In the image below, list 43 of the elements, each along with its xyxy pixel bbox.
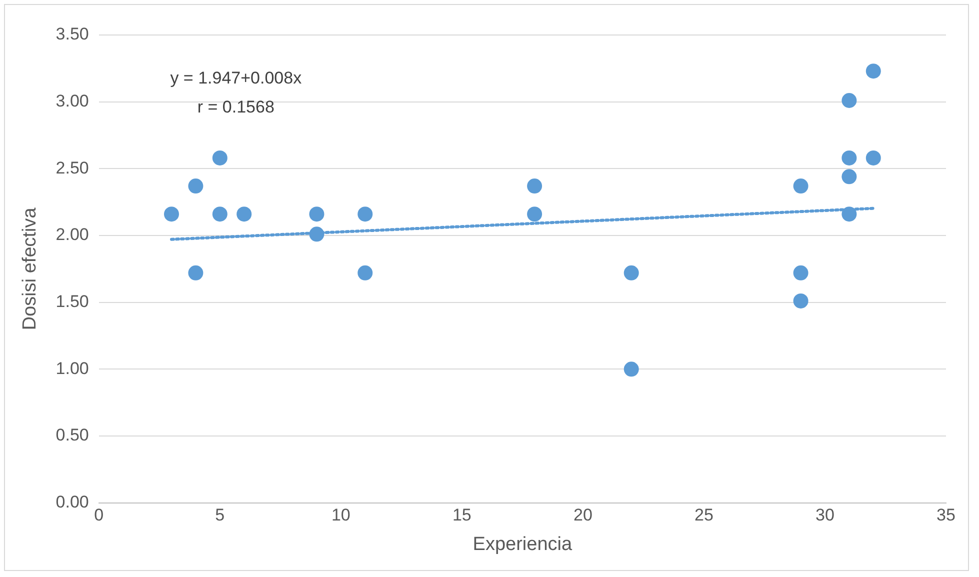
point [527,206,542,222]
point [793,178,808,194]
point [793,265,808,280]
point [188,178,204,194]
point [842,169,857,184]
point [358,206,373,222]
y-tick-label: 0.00 [56,492,89,512]
point [842,206,857,222]
x-tick-label: 30 [816,506,834,525]
point [358,265,373,280]
x-tick-label: 0 [94,506,104,525]
point [212,150,228,166]
y-tick-label: 2.00 [56,225,89,244]
y-tick-label: 1.00 [56,358,89,378]
x-tick-label: 10 [331,506,350,525]
point [188,265,204,280]
point [866,64,881,79]
y-tick-label: 3.50 [56,24,89,44]
point [309,226,324,242]
x-tick-label: 35 [936,506,956,525]
annotation: r = 0.1568 [197,98,274,117]
y-tick-label: 0.50 [56,426,89,445]
y-axis-title: Dosisi efectiva [20,207,41,330]
x-tick-label: 15 [452,506,472,525]
x-tick-label: 20 [573,506,592,525]
point [624,362,639,377]
point [866,150,881,166]
point [842,150,857,166]
point [236,206,252,222]
x-tick-label: 25 [694,506,714,525]
point [527,178,542,194]
x-axis-title: Experiencia [472,534,573,555]
y-tick-label: 3.00 [56,92,89,111]
annotation: y = 1.947+0.008x [170,68,302,88]
y-tick-label: 1.50 [56,292,89,311]
point [309,206,324,222]
point [793,293,808,308]
point [842,92,857,108]
point [164,206,179,222]
x-tick-label: 5 [215,506,225,525]
point [212,206,228,222]
point [624,265,639,280]
y-tick-label: 2.50 [56,158,89,178]
